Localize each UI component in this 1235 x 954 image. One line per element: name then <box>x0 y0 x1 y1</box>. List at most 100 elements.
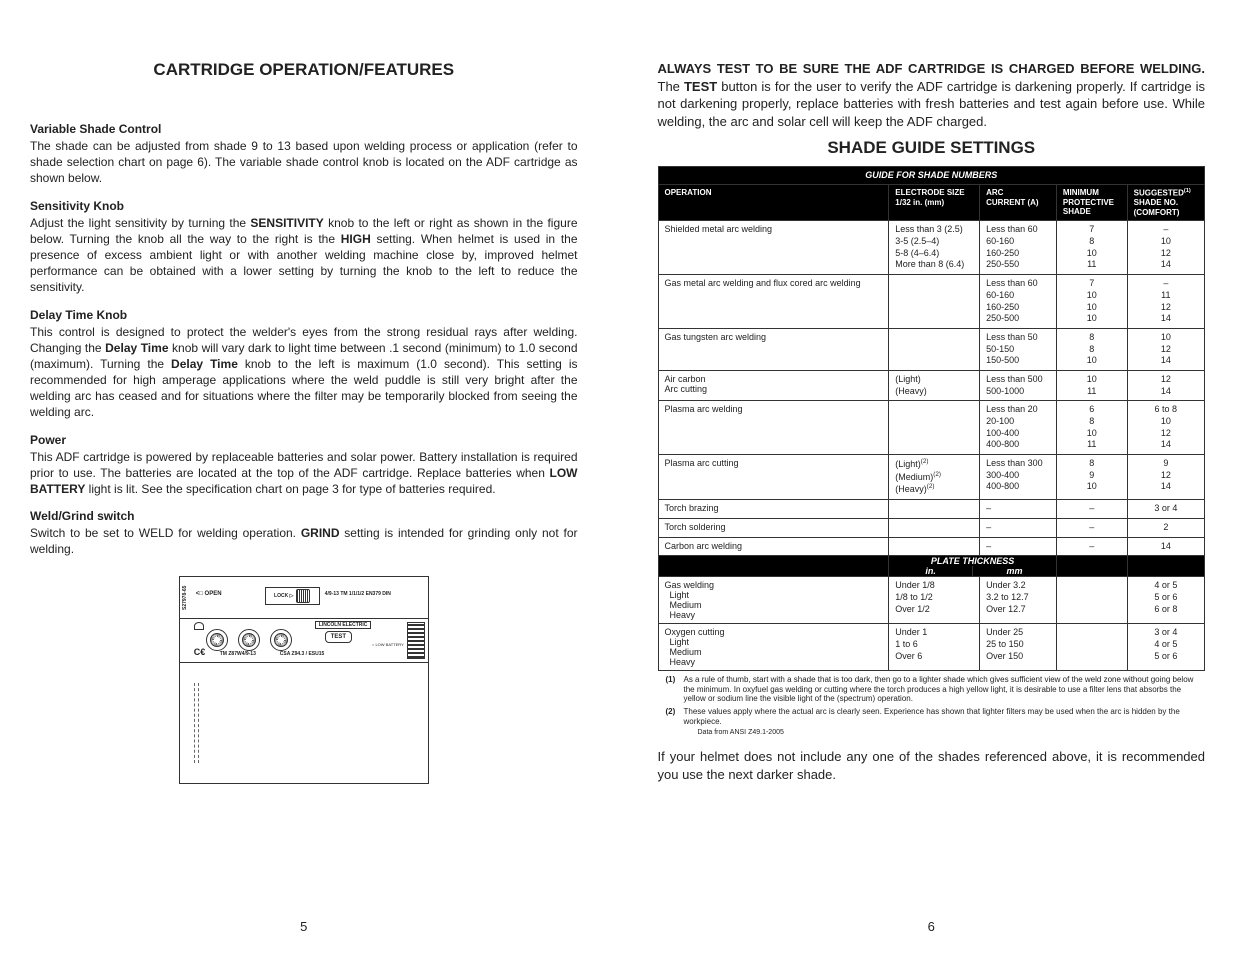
section-heading: Variable Shade Control <box>30 122 578 136</box>
table-cell: Under 1/81/8 to 1/2Over 1/2 <box>889 577 980 624</box>
table-row: Air carbonArc cutting(Light)(Heavy)Less … <box>658 370 1205 400</box>
page-number-right: 6 <box>658 909 1206 934</box>
table-cell: 4 or 55 or 66 or 8 <box>1127 577 1204 624</box>
table-cell: Torch brazing <box>658 500 889 519</box>
table-cell: Plasma arc welding <box>658 401 889 455</box>
section-heading: Sensitivity Knob <box>30 199 578 213</box>
table-cell: Less than 3 (2.5)3-5 (2.5–4)5-8 (4–6.4)M… <box>889 221 980 275</box>
shade-knob-icon <box>206 629 228 651</box>
table-cell: – <box>980 518 1057 537</box>
column-header: OPERATION <box>658 184 889 220</box>
brand-label: LINCOLN ELECTRIC <box>315 621 372 629</box>
table-cell: – <box>980 537 1057 556</box>
table-cell <box>889 518 980 537</box>
section-body: The shade can be adjusted from shade 9 t… <box>30 138 578 187</box>
table-cell: 8810 <box>1056 328 1127 370</box>
table-cell: Shielded metal arc welding <box>658 221 889 275</box>
tm-top-label: 4/9-13 TM 1/1/1/2 EN379 DIN <box>325 591 391 597</box>
table-row: Torch brazing––3 or 4 <box>658 500 1205 519</box>
column-header: ARCCURRENT (A) <box>980 184 1057 220</box>
lock-label: LOCK ▷ <box>265 587 320 605</box>
table-cell <box>889 401 980 455</box>
table-band-header: GUIDE FOR SHADE NUMBERS <box>658 167 1205 185</box>
table-cell: 8910 <box>1056 455 1127 500</box>
table-cell: Under 11 to 6Over 6 <box>889 624 980 671</box>
page-left: CARTRIDGE OPERATION/FEATURES Variable Sh… <box>30 60 598 934</box>
helmet-icon <box>194 622 204 630</box>
shade-guide-table: GUIDE FOR SHADE NUMBERS OPERATIONELECTRO… <box>658 166 1206 671</box>
table-cell: – <box>980 500 1057 519</box>
table-cell: – <box>1056 500 1127 519</box>
table-cell: Under 3.23.2 to 12.7Over 12.7 <box>980 577 1057 624</box>
plate-thickness-header: PLATE THICKNESS <box>889 556 1056 566</box>
table-cell: Less than 2020-100100-400400-800 <box>980 401 1057 455</box>
page-right: ALWAYS TEST TO BE SURE THE ADF CARTRIDGE… <box>638 60 1206 934</box>
column-header: SUGGESTED(1)SHADE NO.(COMFORT) <box>1127 184 1204 220</box>
ce-mark: C€ <box>194 647 206 657</box>
sensitivity-knob-icon <box>238 629 260 651</box>
test-button-label: TEST <box>325 631 352 643</box>
table-cell: Under 2525 to 150Over 150 <box>980 624 1057 671</box>
page-number-left: 5 <box>30 909 578 934</box>
cartridge-diagram: S27978-65 <□ OPEN LOCK ▷ 4/9-13 TM 1/1/1… <box>30 576 578 789</box>
shade-title: SHADE GUIDE SETTINGS <box>658 138 1206 158</box>
low-battery-label: ○ LOW BATTERY <box>372 643 404 647</box>
table-cell: Less than 6060-160160-250250-550 <box>980 221 1057 275</box>
closing-paragraph: If your helmet does not include any one … <box>658 748 1206 783</box>
table-cell: 3 or 44 or 55 or 6 <box>1127 624 1204 671</box>
table-cell: Less than 6060-160160-250250-500 <box>980 275 1057 329</box>
footnote: (2)These values apply where the actual a… <box>666 707 1198 726</box>
table-cell: 681011 <box>1056 401 1127 455</box>
table-cell: Gas tungsten arc welding <box>658 328 889 370</box>
table-row: Shielded metal arc weldingLess than 3 (2… <box>658 221 1205 275</box>
table-cell <box>889 500 980 519</box>
table-cell: 1214 <box>1127 370 1204 400</box>
table-cell: – <box>1056 537 1127 556</box>
footnotes: (1)As a rule of thumb, start with a shad… <box>658 675 1206 729</box>
table-cell: Carbon arc welding <box>658 537 889 556</box>
table-cell: 781011 <box>1056 221 1127 275</box>
table-cell: 6 to 8101214 <box>1127 401 1204 455</box>
open-arrow-label: <□ OPEN <box>196 591 222 597</box>
table-cell: –111214 <box>1127 275 1204 329</box>
table-row: Gas welding Light Medium HeavyUnder 1/81… <box>658 577 1205 624</box>
table-row: Gas metal arc welding and flux cored arc… <box>658 275 1205 329</box>
table-cell <box>1056 577 1127 624</box>
diagram-partno: S27978-65 <box>182 583 188 612</box>
table-cell <box>889 328 980 370</box>
section-body: Adjust the light sensitivity by turning … <box>30 215 578 296</box>
table-row: Plasma arc cutting(Light)(2)(Medium)(2)(… <box>658 455 1205 500</box>
plate-mm-header: mm <box>973 566 1056 576</box>
column-header: ELECTRODE SIZE1/32 in. (mm) <box>889 184 980 220</box>
data-source: Data from ANSI Z49.1-2005 <box>698 729 1206 736</box>
table-cell: 1011 <box>1056 370 1127 400</box>
section-heading: Delay Time Knob <box>30 308 578 322</box>
delay-knob-icon <box>270 629 292 651</box>
table-cell: (Light)(2)(Medium)(2)(Heavy)(2) <box>889 455 980 500</box>
plate-in-header: in. <box>889 566 973 576</box>
table-cell: Air carbonArc cutting <box>658 370 889 400</box>
table-cell: 101214 <box>1127 328 1204 370</box>
table-cell: 14 <box>1127 537 1204 556</box>
table-cell: Plasma arc cutting <box>658 455 889 500</box>
table-cell: 7101010 <box>1056 275 1127 329</box>
section-body: Switch to be set to WELD for welding ope… <box>30 525 578 557</box>
column-header: MINIMUMPROTECTIVESHADE <box>1056 184 1127 220</box>
section-body: This ADF cartridge is powered by replace… <box>30 449 578 498</box>
table-row: Oxygen cutting Light Medium HeavyUnder 1… <box>658 624 1205 671</box>
table-cell: 91214 <box>1127 455 1204 500</box>
table-row: Carbon arc welding––14 <box>658 537 1205 556</box>
table-cell: Gas metal arc welding and flux cored arc… <box>658 275 889 329</box>
section-heading: Weld/Grind switch <box>30 509 578 523</box>
footnote: (1)As a rule of thumb, start with a shad… <box>666 675 1198 704</box>
table-cell: Less than 5050-150150-500 <box>980 328 1057 370</box>
table-cell <box>1056 624 1127 671</box>
table-cell: –101214 <box>1127 221 1204 275</box>
table-cell: Gas welding Light Medium Heavy <box>658 577 889 624</box>
table-row: Gas tungsten arc welding Less than 5050-1… <box>658 328 1205 370</box>
table-cell: 2 <box>1127 518 1204 537</box>
lead-paragraph: ALWAYS TEST TO BE SURE THE ADF CARTRIDGE… <box>658 60 1206 130</box>
table-cell: (Light)(Heavy) <box>889 370 980 400</box>
table-row: Torch soldering––2 <box>658 518 1205 537</box>
left-title: CARTRIDGE OPERATION/FEATURES <box>30 60 578 80</box>
